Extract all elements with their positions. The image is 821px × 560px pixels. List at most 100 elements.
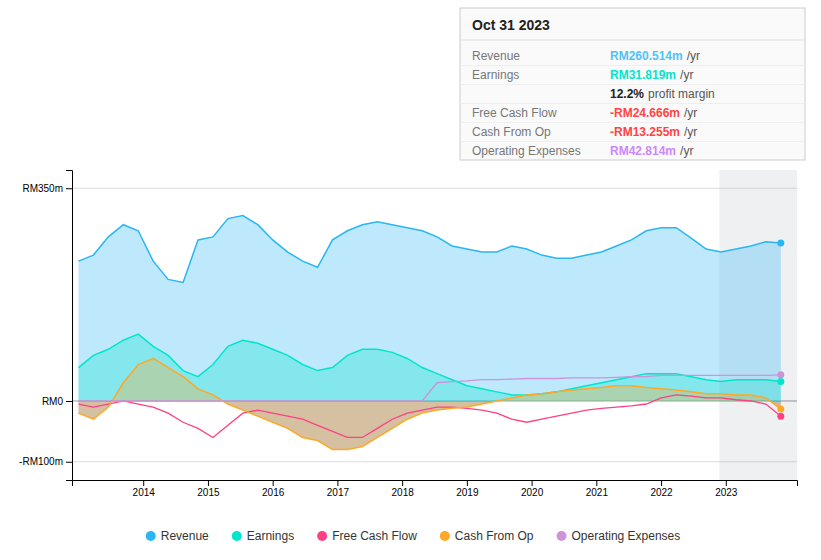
tick: 2014: [133, 480, 156, 498]
tick-mark: [143, 480, 144, 486]
axis-line: [66, 171, 73, 481]
tick-label: 2019: [456, 487, 479, 498]
grid-line: [72, 188, 797, 189]
tick-mark: [66, 462, 72, 463]
x-axis: 2014 2015 2016 2017 2018 2019 2020 2021 2022 2023: [73, 480, 798, 498]
tick-label: 2021: [586, 487, 609, 498]
legend-swatch: [146, 531, 156, 541]
annotation-suffix: profit margin: [648, 87, 715, 101]
info-box: Oct 31 2023 Revenue RM260.514m/yr Earnings R…: [460, 8, 805, 160]
tick-mark: [273, 480, 274, 486]
tick-mark: [726, 480, 727, 486]
legend-label: Revenue: [161, 529, 209, 543]
legend-swatch: [317, 531, 327, 541]
row-separator: [460, 65, 805, 66]
y-axis: RM350m RM0 -RM100m: [19, 171, 72, 481]
line: [78, 358, 780, 449]
legend-swatch: [557, 531, 567, 541]
title: Oct 31 2023: [472, 17, 550, 33]
tick-mark: [467, 480, 468, 486]
tick-mark: [66, 401, 72, 402]
annotation-value: RM42.814m: [610, 144, 676, 158]
annotation-value: RM31.819m: [610, 68, 676, 82]
tick-label: 2022: [650, 487, 673, 498]
legend-label: Free Cash Flow: [332, 529, 417, 543]
annotation-suffix: /yr: [687, 49, 700, 63]
tick-mark: [402, 480, 403, 486]
legend-item: Free Cash Flow: [317, 529, 417, 543]
line: [78, 334, 780, 395]
data-layer: [78, 170, 797, 480]
annotation-value: -RM24.666m: [610, 106, 680, 120]
tick: 2016: [262, 480, 285, 498]
annotation-label: Revenue: [472, 49, 520, 63]
tick-mark: [208, 480, 209, 486]
tick-label: RM350m: [22, 183, 63, 194]
endpoint-dot: [777, 405, 784, 412]
annotation-suffix: /yr: [684, 125, 697, 139]
tick-label: 2016: [262, 487, 285, 498]
annotation-suffix: /yr: [684, 106, 697, 120]
endpoint-dot: [777, 371, 784, 378]
annotation-label: Cash From Op: [472, 125, 551, 139]
annotation-suffix: /yr: [680, 144, 693, 158]
info-box-frame: [460, 8, 805, 160]
separator: [460, 40, 805, 41]
tick: 2020: [521, 480, 544, 498]
legend-item: Cash From Op: [440, 529, 534, 543]
tick-mark: [532, 480, 533, 486]
tick: 2021: [586, 480, 609, 498]
line: [78, 216, 780, 283]
legend-item: Earnings: [232, 529, 294, 543]
grid: [72, 188, 797, 462]
tick: 2015: [197, 480, 220, 498]
area: [78, 216, 780, 401]
row-separator: [460, 103, 805, 104]
row-separator: [460, 141, 805, 142]
tick-label: 2017: [327, 487, 350, 498]
tick: 2019: [456, 480, 479, 498]
tick-label: 2020: [521, 487, 544, 498]
legend-label: Earnings: [247, 529, 294, 543]
tick: RM0: [42, 396, 72, 407]
tick-label: 2023: [715, 487, 738, 498]
axis-line: [73, 481, 798, 487]
row-separator: [460, 122, 805, 123]
legend-swatch: [440, 531, 450, 541]
tick: 2017: [327, 480, 350, 498]
tick-mark: [66, 188, 72, 189]
tick: RM350m: [22, 183, 72, 194]
annotation-suffix: /yr: [680, 68, 693, 82]
chart: RM350m RM0 -RM100m 2014 2015 2016 2017 2018 2019…: [0, 0, 821, 560]
annotation-label: Free Cash Flow: [472, 106, 557, 120]
row-separator: [460, 84, 805, 85]
endpoint-dot: [777, 413, 784, 420]
legend-item: Operating Expenses: [557, 529, 681, 543]
tick-label: 2014: [133, 487, 156, 498]
annotation-label: Operating Expenses: [472, 144, 581, 158]
tick-label: -RM100m: [19, 456, 63, 467]
legend-item: Revenue: [146, 529, 209, 543]
legend-label: Operating Expenses: [572, 529, 681, 543]
legend-swatch: [232, 531, 242, 541]
tick: 2018: [392, 480, 415, 498]
legend: Revenue Earnings Free Cash Flow Cash From O…: [146, 529, 681, 543]
tick-mark: [337, 480, 338, 486]
tick-label: RM0: [42, 396, 64, 407]
annotation-value: RM260.514m: [610, 49, 683, 63]
endpoint-dot: [777, 378, 784, 385]
tick: 2023: [715, 480, 738, 498]
endpoint-dot: [777, 239, 784, 246]
plot-area: RM350m RM0 -RM100m 2014 2015 2016 2017 2018 2019…: [19, 170, 797, 498]
annotation-value: 12.2%: [610, 87, 644, 101]
annotation-label: Earnings: [472, 68, 519, 82]
tick-label: 2015: [197, 487, 220, 498]
legend-label: Cash From Op: [455, 529, 534, 543]
annotation-value: -RM13.255m: [610, 125, 680, 139]
grid-line: [72, 461, 797, 462]
tick-mark: [661, 480, 662, 486]
area-negative: [78, 401, 780, 450]
line: [78, 375, 780, 401]
tick: 2022: [650, 480, 673, 498]
area: [78, 358, 780, 401]
